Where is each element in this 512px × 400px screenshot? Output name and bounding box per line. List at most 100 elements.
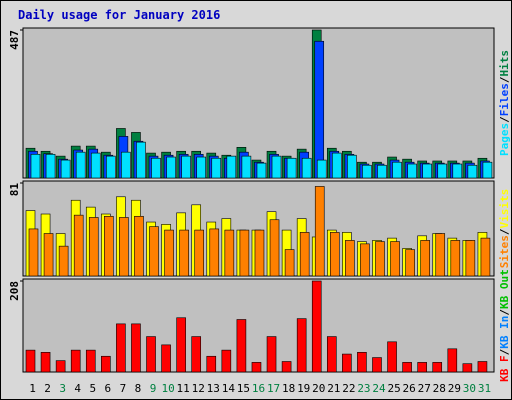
x-tick-label: 26 <box>403 382 416 395</box>
x-tick-label: 9 <box>150 382 157 395</box>
bar <box>209 228 220 277</box>
legend: KB F/KB In/KB Out <box>498 269 511 382</box>
bar <box>196 156 207 179</box>
bar <box>329 232 340 277</box>
bar <box>377 164 387 179</box>
x-tick-label: 20 <box>312 382 325 395</box>
bar <box>55 360 66 373</box>
bar <box>390 241 400 277</box>
bar <box>316 159 327 179</box>
legend-entry: Visits <box>498 189 511 229</box>
x-tick-label: 2 <box>44 382 51 395</box>
bar <box>465 240 476 277</box>
bar <box>28 228 39 277</box>
bar <box>194 229 205 277</box>
bar <box>179 229 189 277</box>
bar <box>314 40 325 179</box>
bar <box>281 361 292 373</box>
bar <box>224 229 235 277</box>
bar <box>161 344 171 373</box>
bar <box>40 352 51 373</box>
bar <box>420 240 430 277</box>
bar <box>432 362 443 373</box>
bar <box>121 151 131 179</box>
bar <box>467 164 478 179</box>
x-tick-label: 18 <box>282 382 295 395</box>
bar <box>450 240 461 277</box>
bar <box>301 157 312 179</box>
x-tick-label: 30 <box>463 382 476 395</box>
x-tick-label: 17 <box>267 382 280 395</box>
bar <box>45 153 56 179</box>
bar <box>75 151 86 179</box>
x-tick-label: 14 <box>222 382 236 395</box>
bar <box>462 363 473 373</box>
bar <box>452 163 463 179</box>
bar <box>206 355 217 373</box>
legend: Pages/Files/Hits <box>498 50 511 156</box>
bar <box>146 336 156 373</box>
bar <box>181 155 191 179</box>
bar <box>166 156 176 179</box>
x-tick-label: 10 <box>161 382 174 395</box>
x-tick-label: 7 <box>120 382 127 395</box>
x-tick-label: 16 <box>252 382 265 395</box>
bar <box>435 233 446 277</box>
bar <box>362 164 372 179</box>
bar <box>422 163 432 179</box>
x-tick-label: 3 <box>59 382 66 395</box>
bar <box>269 219 280 277</box>
x-tick-label: 5 <box>89 382 96 395</box>
bar <box>286 157 297 179</box>
bar <box>136 141 146 179</box>
bar <box>345 240 355 277</box>
bar <box>116 323 126 373</box>
x-tick-label: 28 <box>433 382 446 395</box>
bar <box>331 152 342 179</box>
x-tick-label: 8 <box>135 382 142 395</box>
bar <box>176 317 186 373</box>
bar <box>90 152 101 179</box>
x-tick-label: 19 <box>297 382 310 395</box>
y-tick-label: 487 <box>8 30 21 50</box>
bar <box>392 161 402 179</box>
y-tick-label: 81 <box>8 183 21 197</box>
bar <box>151 157 161 179</box>
bar <box>119 217 129 277</box>
bar <box>314 186 325 277</box>
legend-separator: / <box>498 348 511 355</box>
bar <box>58 245 69 277</box>
bar <box>254 229 265 277</box>
x-tick-label: 6 <box>105 382 112 395</box>
bar <box>191 336 202 373</box>
legend-entry: Pages <box>498 123 511 156</box>
bar <box>221 349 232 373</box>
bar <box>311 280 322 373</box>
bar <box>70 349 81 373</box>
bar <box>106 155 116 179</box>
x-tick-label: 23 <box>357 382 370 395</box>
x-tick-label: 21 <box>327 382 340 395</box>
legend-separator: / <box>498 116 511 123</box>
bar <box>271 155 282 179</box>
legend-entry: Files <box>498 83 511 116</box>
legend-entry: Hits <box>498 50 511 77</box>
bar <box>480 237 491 277</box>
bar <box>342 353 352 373</box>
bar <box>296 318 307 373</box>
bar <box>405 249 415 277</box>
bar <box>407 163 417 179</box>
bar <box>88 217 99 277</box>
bar <box>241 155 252 179</box>
legend-entry: Sites <box>498 235 511 268</box>
bar <box>226 155 237 179</box>
bar <box>131 323 141 373</box>
x-tick-label: 15 <box>237 382 250 395</box>
bar <box>211 157 222 179</box>
bar <box>85 349 96 373</box>
bar <box>284 249 295 277</box>
bar <box>447 348 458 373</box>
bar <box>402 362 412 373</box>
